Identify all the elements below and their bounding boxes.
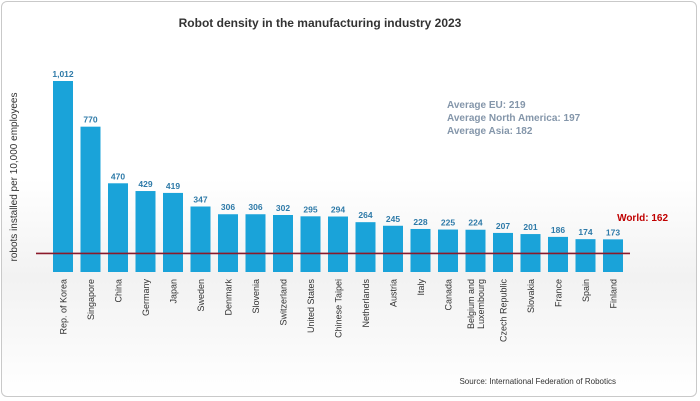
x-tick-label: Belgium andLuxembourg	[466, 279, 486, 329]
x-tick-label: Italy	[416, 279, 426, 296]
x-tick-label: Sweden	[196, 279, 206, 312]
x-tick-label: China	[114, 279, 124, 303]
bar-value-label: 770	[83, 115, 97, 125]
x-tick-label-line: Sweden	[196, 279, 206, 312]
bar-value-label: 225	[441, 218, 455, 228]
x-tick-label-line: Denmark	[224, 279, 234, 316]
x-tick-label-line: France	[554, 279, 564, 307]
bar-value-label: 174	[578, 227, 592, 237]
bar-value-label: 347	[193, 195, 207, 205]
x-tick-label-line: Slovakia	[526, 279, 536, 313]
y-axis-label: robots installed per 10,000 employees	[9, 93, 20, 262]
bar-value-label: 295	[303, 204, 317, 214]
x-tick-label-line: Italy	[416, 279, 426, 296]
x-tick-label: Czech Republic	[499, 279, 509, 343]
x-tick-label: Finland	[609, 279, 619, 309]
x-tick-label-line: Rep. of Korea	[59, 279, 69, 335]
bar-value-label: 419	[166, 181, 180, 191]
bar	[273, 215, 293, 272]
x-tick-label-line: Japan	[169, 279, 179, 304]
annotation-asia: Average Asia: 182	[447, 126, 533, 137]
bar	[465, 229, 486, 272]
x-tick-label: Spain	[581, 279, 591, 302]
x-tick-label: Canada	[444, 279, 454, 311]
bar	[603, 239, 623, 272]
x-tick-label: Netherlands	[361, 279, 371, 328]
bar-value-label: 201	[523, 222, 537, 232]
bar-value-label: 302	[276, 203, 290, 213]
x-tick-label: Rep. of Korea	[59, 279, 69, 335]
x-tick-label-line: Spain	[581, 279, 591, 302]
x-axis-tick-labels: Rep. of Korea Singapore China Germany Japan S…	[59, 279, 619, 343]
bar	[300, 216, 321, 272]
annotation-north-america: Average North America: 197	[447, 113, 581, 124]
bar-value-label: 306	[221, 202, 235, 212]
bar	[218, 214, 238, 272]
x-tick-label-line: Finland	[609, 279, 619, 309]
bar	[163, 192, 183, 272]
x-tick-label-line: Singapore	[86, 279, 96, 320]
bar-value-label: 224	[468, 218, 482, 228]
bar	[438, 229, 458, 272]
annotation-eu: Average EU: 219	[447, 100, 526, 111]
x-tick-label: Austria	[389, 279, 399, 307]
bar-value-label: 186	[551, 225, 565, 235]
x-tick-label: Singapore	[86, 279, 96, 320]
x-tick-label: United States	[306, 279, 316, 334]
bar	[575, 239, 596, 272]
bar-value-label: 264	[358, 210, 372, 220]
world-reference-label: World: 162	[617, 213, 668, 224]
bar	[190, 206, 211, 272]
x-tick-label-line: Chinese Taipei	[334, 279, 344, 338]
x-tick-label: Japan	[169, 279, 179, 304]
x-tick-label-line: Belgium and	[466, 279, 476, 329]
x-tick-label-line: United States	[306, 279, 316, 334]
chart-canvas: Robot density in the manufacturing indus…	[9, 16, 668, 386]
bar-value-label: 306	[248, 202, 262, 212]
x-tick-label: Chinese Taipei	[334, 279, 344, 338]
bar	[548, 236, 568, 272]
bar	[383, 225, 403, 272]
bar-value-label: 429	[138, 179, 152, 189]
bar-value-label: 470	[111, 171, 125, 181]
bar-value-label: 228	[413, 217, 427, 227]
x-tick-label-line: Canada	[444, 279, 454, 311]
x-tick-label: France	[554, 279, 564, 307]
bar-value-label: 1,012	[52, 69, 74, 79]
bar	[410, 228, 431, 272]
x-tick-label-line: Slovenia	[251, 279, 261, 314]
bar	[355, 222, 376, 272]
x-tick-label-line: Luxembourg	[476, 279, 486, 329]
bar	[328, 216, 348, 272]
bar-value-label: 294	[331, 205, 345, 215]
bar	[245, 214, 266, 272]
x-tick-label-line: China	[114, 279, 124, 303]
x-tick-label: Slovenia	[251, 279, 261, 314]
x-tick-label: Slovakia	[526, 279, 536, 313]
chart-title: Robot density in the manufacturing indus…	[179, 16, 462, 30]
bar-series: 1,012 770 470 429 419 347 306 306 302 295 294 264 24…	[52, 69, 623, 272]
x-tick-label: Germany	[141, 279, 151, 317]
bar	[53, 81, 73, 272]
bar-value-label: 207	[496, 221, 510, 231]
x-tick-label: Denmark	[224, 279, 234, 316]
average-annotations: Average EU: 219 Average North America: 1…	[447, 100, 581, 137]
source-note: Source: International Federation of Robo…	[459, 377, 616, 386]
bar	[80, 126, 101, 272]
bar-value-label: 173	[606, 227, 620, 237]
bar	[108, 183, 128, 272]
x-tick-label: Switzerland	[279, 279, 289, 326]
x-tick-label-line: Czech Republic	[499, 279, 509, 343]
bar	[493, 232, 513, 272]
x-tick-label-line: Germany	[141, 279, 151, 317]
x-tick-label-line: Netherlands	[361, 279, 371, 328]
x-tick-label-line: Switzerland	[279, 279, 289, 326]
bar-value-label: 245	[386, 214, 400, 224]
bar	[135, 191, 156, 272]
x-tick-label-line: Austria	[389, 279, 399, 307]
